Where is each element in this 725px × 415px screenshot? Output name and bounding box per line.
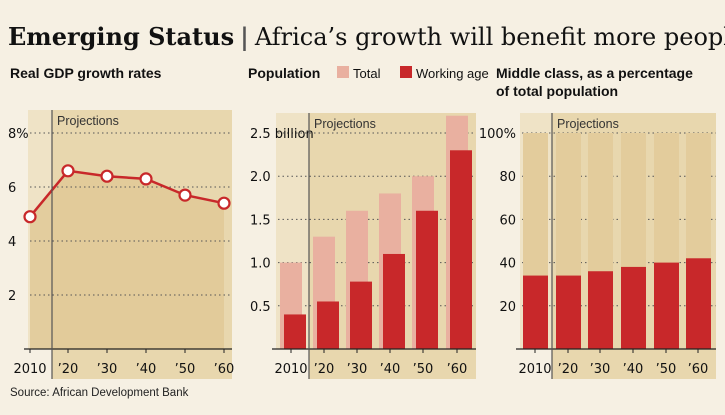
bar-middle-class [588, 271, 613, 349]
y-tick-label: 2.5 billion [250, 127, 314, 142]
y-tick-label: 60 [499, 213, 516, 228]
x-tick-label: ’60 [688, 362, 709, 377]
x-tick-label: ’30 [97, 362, 118, 377]
source-note: Source: African Development Bank [10, 387, 189, 399]
bar-working-age [284, 314, 306, 349]
x-tick-label: ’40 [380, 362, 401, 377]
x-tick-label: 2010 [518, 362, 551, 377]
x-tick-label: ’30 [347, 362, 368, 377]
x-tick-label: ’40 [136, 362, 157, 377]
y-tick-label: 8% [8, 127, 29, 142]
x-tick-label: ’60 [447, 362, 468, 377]
bar-middle-class [654, 262, 679, 349]
x-tick-label: ’40 [623, 362, 644, 377]
legend-swatch-working-age [400, 66, 412, 78]
gdp-point [178, 188, 192, 202]
headline-bold: Emerging Status [8, 22, 234, 51]
gdp-area [30, 170, 224, 349]
headline-separator: | [240, 22, 249, 51]
y-tick-label: 2 [8, 289, 16, 304]
y-tick-label: 4 [8, 235, 16, 250]
gdp-point [61, 164, 75, 178]
bar-working-age [383, 253, 405, 349]
middle-class-chart: 100% 80 60 40 20 2010 ’20 ’30 ’40 ’50 ’60 Projectio… [479, 113, 716, 379]
population-chart-title: Population [248, 65, 320, 81]
gdp-point [217, 196, 231, 210]
population-chart: 2.5 billion 2.0 1.5 1.0 0.5 2010 ’20 ’30 ’40 ’50 ’… [250, 113, 476, 379]
y-tick-label: 2.0 [250, 170, 271, 185]
y-tick-label: 80 [499, 170, 516, 185]
projections-label: Projections [557, 117, 619, 131]
legend-label-working-age: Working age [416, 66, 489, 81]
middle-class-chart-title-1: Middle class, as a percentage [496, 65, 693, 81]
gdp-line [29, 169, 225, 218]
middle-class-chart-title-2: of total population [496, 83, 618, 99]
headline-rest: Africa’s growth will benefit more people [254, 23, 725, 51]
x-tick-label: ’20 [558, 362, 579, 377]
headline: Emerging Status | Africa’s growth will ben… [8, 22, 725, 51]
bar-working-age [450, 150, 472, 349]
bar-middle-class [686, 258, 711, 349]
gdp-chart: 8% 6 4 2 2010 ’20 ’30 ’40 ’50 ’60 Projections [8, 110, 234, 379]
legend-label-total: Total [353, 66, 381, 81]
y-tick-label: 0.5 [250, 300, 271, 315]
x-tick-label: ’50 [413, 362, 434, 377]
x-tick-label: 2010 [13, 362, 46, 377]
projections-label: Projections [57, 114, 119, 128]
bar-middle-class [523, 275, 548, 349]
x-tick-label: ’60 [214, 362, 235, 377]
gdp-point [139, 172, 153, 186]
y-tick-label: 40 [499, 257, 516, 272]
bar-middle-class [556, 275, 581, 349]
bar-working-age [416, 210, 438, 349]
y-tick-label: 1.5 [250, 213, 271, 228]
y-tick-label: 100% [479, 127, 516, 142]
bar-middle-class [621, 266, 646, 349]
gdp-chart-title: Real GDP growth rates [10, 65, 162, 81]
gdp-point [23, 210, 37, 224]
bar-working-age [317, 301, 339, 349]
x-tick-label: ’20 [58, 362, 79, 377]
x-tick-label: ’20 [314, 362, 335, 377]
y-tick-label: 20 [499, 300, 516, 315]
y-tick-label: 6 [8, 181, 16, 196]
legend-swatch-total [337, 66, 349, 78]
x-tick-label: 2010 [274, 362, 307, 377]
projections-label: Projections [314, 117, 376, 131]
x-tick-label: ’50 [656, 362, 677, 377]
x-tick-label: ’50 [175, 362, 196, 377]
x-tick-label: ’30 [590, 362, 611, 377]
gdp-point [100, 169, 114, 183]
y-tick-label: 1.0 [250, 257, 271, 272]
bar-working-age [350, 281, 372, 349]
